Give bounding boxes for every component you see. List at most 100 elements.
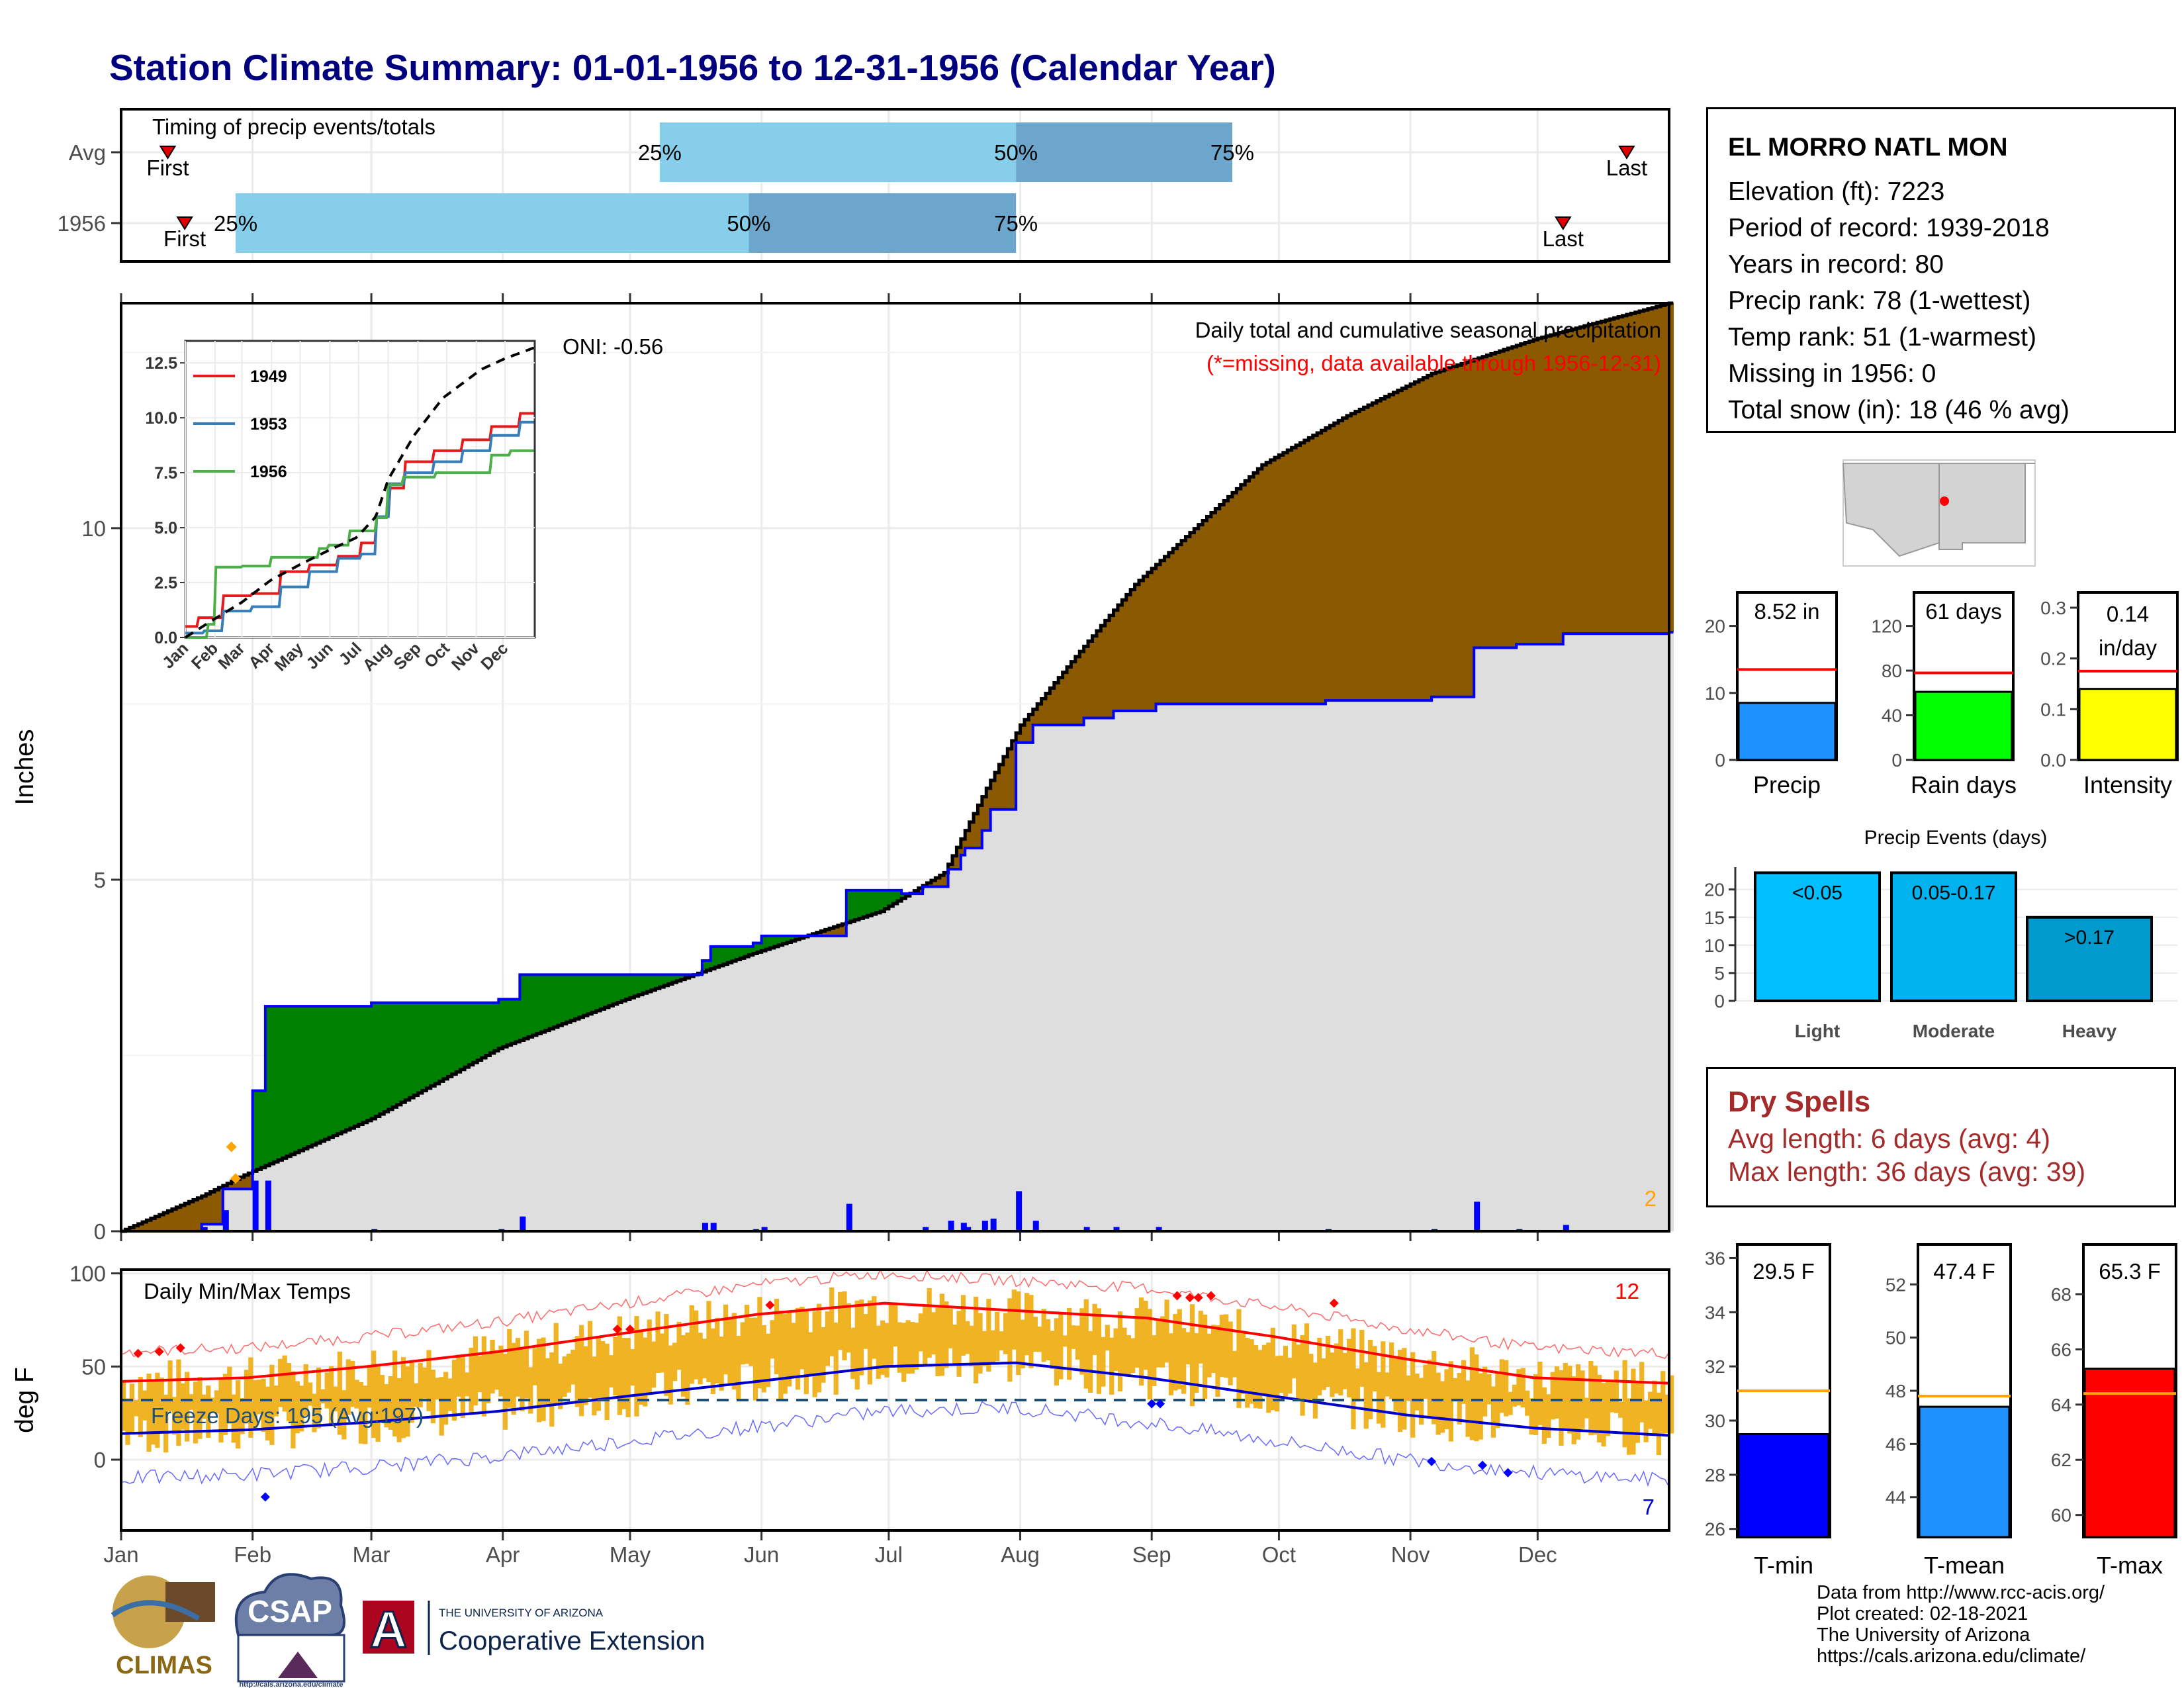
above-avg-slice	[367, 1006, 372, 1121]
base-area-slice	[1152, 711, 1157, 1231]
below-avg-slice	[960, 839, 966, 855]
base-area-slice	[715, 967, 720, 1231]
summary-bar-value: 61 days	[1925, 599, 2002, 624]
below-avg-slice	[1584, 326, 1589, 634]
base-area-slice	[1418, 700, 1424, 1231]
base-area-slice	[592, 1012, 597, 1231]
base-area-slice	[1232, 704, 1237, 1231]
base-area-slice	[456, 1072, 461, 1231]
daily-range-bar	[1210, 1325, 1216, 1374]
base-area-slice	[443, 1078, 449, 1231]
base-area-slice	[1346, 700, 1351, 1231]
temp-bar-t-mean	[1918, 1405, 2011, 1538]
daily-range-bar	[273, 1385, 279, 1417]
above-avg-slice	[876, 890, 881, 913]
base-area-slice	[893, 904, 898, 1231]
daily-range-bar	[583, 1346, 588, 1405]
below-avg-slice	[1346, 415, 1351, 701]
base-area-slice	[553, 1027, 559, 1231]
base-area-slice	[1461, 696, 1467, 1231]
x-tick-label: Jun	[744, 1542, 779, 1567]
above-avg-slice	[863, 890, 868, 917]
below-avg-slice	[1457, 365, 1462, 697]
below-avg-slice	[1435, 372, 1441, 697]
daily-range-bar	[460, 1354, 465, 1419]
below-avg-slice	[990, 780, 995, 810]
base-area-slice	[1576, 633, 1581, 1231]
base-area-slice	[837, 935, 842, 1231]
daily-range-bar	[1512, 1384, 1518, 1407]
base-area-slice	[621, 1000, 627, 1231]
daily-range-bar	[888, 1303, 894, 1365]
below-avg-slice	[244, 1175, 249, 1190]
daily-precip-bar	[1032, 1221, 1039, 1231]
daily-range-bar	[278, 1358, 283, 1407]
above-avg-slice	[761, 935, 766, 951]
below-avg-slice	[1397, 390, 1402, 701]
pct-label: 75%	[1210, 140, 1254, 165]
base-area-slice	[1397, 700, 1402, 1231]
daily-range-bar	[405, 1366, 410, 1437]
below-avg-slice	[1355, 411, 1360, 701]
above-avg-slice	[668, 974, 673, 984]
daily-range-bar	[1469, 1347, 1475, 1440]
below-avg-slice	[210, 1192, 215, 1225]
below-avg-slice	[1554, 334, 1559, 645]
daily-range-bar	[698, 1333, 703, 1385]
above-avg-slice	[731, 946, 737, 961]
below-avg-slice	[1414, 381, 1420, 701]
above-avg-slice	[400, 1002, 406, 1103]
below-avg-slice	[1058, 677, 1064, 726]
daily-range-bar	[1465, 1380, 1471, 1437]
below-avg-slice	[935, 878, 940, 887]
base-area-slice	[1393, 700, 1398, 1231]
below-avg-slice	[1147, 572, 1152, 712]
below-avg-slice	[185, 1203, 190, 1231]
base-area-slice	[1291, 704, 1297, 1231]
daily-range-bar	[1338, 1329, 1343, 1396]
below-avg-slice	[918, 888, 923, 894]
daily-range-bar	[1368, 1339, 1373, 1420]
daily-range-bar	[782, 1313, 788, 1394]
base-area-slice	[884, 908, 889, 1231]
daily-range-bar	[1240, 1333, 1246, 1394]
above-avg-slice	[418, 1002, 423, 1094]
csap-logo-text: CSAP	[248, 1594, 332, 1628]
daily-precip-bar	[265, 1180, 271, 1231]
base-area-slice	[1664, 633, 1670, 1231]
daily-range-bar	[1181, 1328, 1187, 1394]
above-avg-slice	[384, 1002, 389, 1112]
below-avg-slice	[1533, 340, 1538, 645]
credits-line: https://cals.arizona.edu/climate/	[1817, 1646, 2086, 1667]
summary-y-tick-label: 0	[1891, 750, 1902, 771]
base-area-slice	[651, 990, 657, 1231]
below-avg-slice	[1520, 344, 1525, 645]
daily-range-bar	[134, 1399, 139, 1417]
base-area-slice	[278, 1160, 283, 1231]
below-avg-slice	[1423, 377, 1428, 701]
daily-range-bar	[333, 1386, 338, 1412]
base-area-slice	[1257, 704, 1263, 1231]
base-area-slice	[859, 918, 864, 1231]
temp-bar-value: 29.5 F	[1752, 1259, 1815, 1284]
ua-logo-letter: A	[370, 1600, 407, 1658]
above-avg-slice	[473, 1002, 478, 1063]
dry-spells-title: Dry Spells	[1728, 1086, 1871, 1118]
pct-label: 25%	[214, 211, 257, 236]
base-area-slice	[1185, 704, 1191, 1231]
daily-range-bar	[1189, 1304, 1195, 1407]
daily-range-bar	[384, 1383, 389, 1428]
above-avg-slice	[736, 946, 741, 960]
record-high-marker	[133, 1348, 143, 1358]
above-avg-slice	[278, 1006, 283, 1160]
summary-y-tick-label: 0.3	[2040, 598, 2066, 618]
below-avg-slice	[1567, 330, 1572, 634]
station-missing: Missing in 1956: 0	[1728, 359, 1936, 388]
base-area-slice	[939, 886, 944, 1231]
daily-range-bar	[1317, 1337, 1322, 1395]
below-avg-slice	[1368, 405, 1373, 701]
csap-cloud	[234, 1573, 345, 1636]
base-area-slice	[655, 988, 660, 1231]
above-avg-slice	[520, 974, 525, 1041]
base-area-slice	[995, 809, 1000, 1231]
